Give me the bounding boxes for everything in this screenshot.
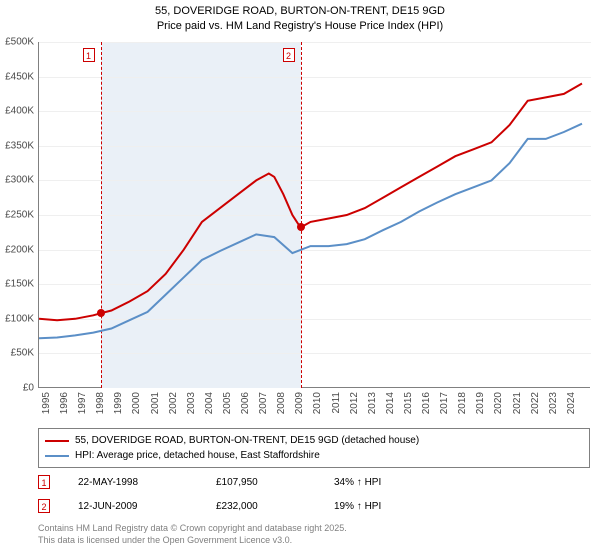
y-tick-label: £300K bbox=[0, 175, 34, 186]
series-svg bbox=[39, 42, 591, 388]
footnote-line1: Contains HM Land Registry data © Crown c… bbox=[38, 522, 347, 534]
x-tick-label: 1999 bbox=[113, 392, 124, 414]
x-tick-label: 2006 bbox=[240, 392, 251, 414]
x-tick-label: 2012 bbox=[349, 392, 360, 414]
series-line-price_paid bbox=[39, 84, 582, 321]
transaction-pct: 19% ↑ HPI bbox=[334, 501, 434, 512]
x-tick-label: 2005 bbox=[222, 392, 233, 414]
legend-label-series2: HPI: Average price, detached house, East… bbox=[75, 448, 320, 463]
legend-swatch-series2 bbox=[45, 455, 69, 457]
title-line2: Price paid vs. HM Land Registry's House … bbox=[0, 19, 600, 34]
y-tick-label: £400K bbox=[0, 106, 34, 117]
legend-label-series1: 55, DOVERIDGE ROAD, BURTON-ON-TRENT, DE1… bbox=[75, 433, 419, 448]
x-tick-label: 2002 bbox=[168, 392, 179, 414]
transaction-date: 12-JUN-2009 bbox=[78, 501, 188, 512]
chart-container: 55, DOVERIDGE ROAD, BURTON-ON-TRENT, DE1… bbox=[0, 0, 600, 560]
transaction-pct: 34% ↑ HPI bbox=[334, 477, 434, 488]
x-tick-label: 2020 bbox=[493, 392, 504, 414]
y-tick-label: £200K bbox=[0, 244, 34, 255]
x-tick-label: 1998 bbox=[95, 392, 106, 414]
transaction-price: £232,000 bbox=[216, 501, 306, 512]
x-tick-label: 1995 bbox=[41, 392, 52, 414]
x-tick-label: 2011 bbox=[331, 392, 342, 414]
y-tick-label: £150K bbox=[0, 279, 34, 290]
y-tick-label: £250K bbox=[0, 210, 34, 221]
marker-badge: 2 bbox=[38, 499, 50, 513]
x-tick-label: 2016 bbox=[421, 392, 432, 414]
x-tick-label: 2003 bbox=[186, 392, 197, 414]
x-tick-label: 2009 bbox=[294, 392, 305, 414]
plot-region: 12 bbox=[38, 42, 590, 388]
x-tick-label: 2007 bbox=[258, 392, 269, 414]
title-line1: 55, DOVERIDGE ROAD, BURTON-ON-TRENT, DE1… bbox=[0, 4, 600, 19]
x-tick-label: 2021 bbox=[512, 392, 523, 414]
x-tick-label: 2018 bbox=[457, 392, 468, 414]
transaction-price: £107,950 bbox=[216, 477, 306, 488]
marker-badge: 1 bbox=[38, 475, 50, 489]
x-tick-label: 2014 bbox=[385, 392, 396, 414]
x-tick-label: 2001 bbox=[150, 392, 161, 414]
x-tick-label: 2004 bbox=[204, 392, 215, 414]
chart-area: 12 £0£50K£100K£150K£200K£250K£300K£350K£… bbox=[38, 42, 590, 388]
x-tick-label: 2024 bbox=[566, 392, 577, 414]
x-tick-label: 1996 bbox=[59, 392, 70, 414]
legend-swatch-series1 bbox=[45, 440, 69, 442]
y-tick-label: £0 bbox=[0, 383, 34, 394]
x-tick-label: 2013 bbox=[367, 392, 378, 414]
chart-title: 55, DOVERIDGE ROAD, BURTON-ON-TRENT, DE1… bbox=[0, 0, 600, 35]
x-tick-label: 1997 bbox=[77, 392, 88, 414]
x-tick-label: 2023 bbox=[548, 392, 559, 414]
table-row: 2 12-JUN-2009 £232,000 19% ↑ HPI bbox=[38, 494, 590, 518]
y-tick-label: £450K bbox=[0, 71, 34, 82]
transaction-date: 22-MAY-1998 bbox=[78, 477, 188, 488]
x-tick-label: 2019 bbox=[475, 392, 486, 414]
x-tick-label: 2022 bbox=[530, 392, 541, 414]
legend: 55, DOVERIDGE ROAD, BURTON-ON-TRENT, DE1… bbox=[38, 428, 590, 468]
y-tick-label: £500K bbox=[0, 37, 34, 48]
y-tick-label: £350K bbox=[0, 140, 34, 151]
footnote: Contains HM Land Registry data © Crown c… bbox=[38, 522, 347, 546]
x-tick-label: 2010 bbox=[312, 392, 323, 414]
x-tick-label: 2000 bbox=[131, 392, 142, 414]
legend-row-series1: 55, DOVERIDGE ROAD, BURTON-ON-TRENT, DE1… bbox=[45, 433, 583, 448]
footnote-line2: This data is licensed under the Open Gov… bbox=[38, 534, 347, 546]
legend-row-series2: HPI: Average price, detached house, East… bbox=[45, 448, 583, 463]
x-tick-label: 2008 bbox=[276, 392, 287, 414]
y-tick-label: £100K bbox=[0, 313, 34, 324]
x-tick-label: 2015 bbox=[403, 392, 414, 414]
y-tick-label: £50K bbox=[0, 348, 34, 359]
x-tick-label: 2017 bbox=[439, 392, 450, 414]
table-row: 1 22-MAY-1998 £107,950 34% ↑ HPI bbox=[38, 470, 590, 494]
transaction-table: 1 22-MAY-1998 £107,950 34% ↑ HPI 2 12-JU… bbox=[38, 470, 590, 518]
